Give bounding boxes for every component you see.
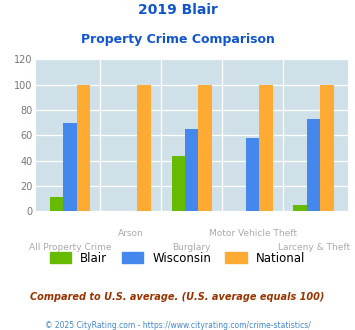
Text: Compared to U.S. average. (U.S. average equals 100): Compared to U.S. average. (U.S. average …: [30, 292, 325, 302]
Bar: [246, 138, 260, 211]
Text: Burglary: Burglary: [173, 243, 211, 251]
Bar: [63, 123, 77, 211]
Bar: [50, 197, 63, 211]
Bar: [185, 129, 198, 211]
Text: Property Crime Comparison: Property Crime Comparison: [81, 33, 274, 46]
Bar: [137, 85, 151, 211]
Legend: Blair, Wisconsin, National: Blair, Wisconsin, National: [50, 252, 305, 265]
Text: © 2025 CityRating.com - https://www.cityrating.com/crime-statistics/: © 2025 CityRating.com - https://www.city…: [45, 321, 310, 330]
Text: Larceny & Theft: Larceny & Theft: [278, 243, 350, 251]
Bar: [198, 85, 212, 211]
Text: All Property Crime: All Property Crime: [28, 243, 111, 251]
Bar: [320, 85, 334, 211]
Bar: [294, 205, 307, 211]
Text: 2019 Blair: 2019 Blair: [138, 3, 217, 17]
Bar: [171, 155, 185, 211]
Bar: [307, 119, 320, 211]
Bar: [260, 85, 273, 211]
Bar: [77, 85, 90, 211]
Text: Arson: Arson: [118, 229, 144, 238]
Text: Motor Vehicle Theft: Motor Vehicle Theft: [209, 229, 297, 238]
